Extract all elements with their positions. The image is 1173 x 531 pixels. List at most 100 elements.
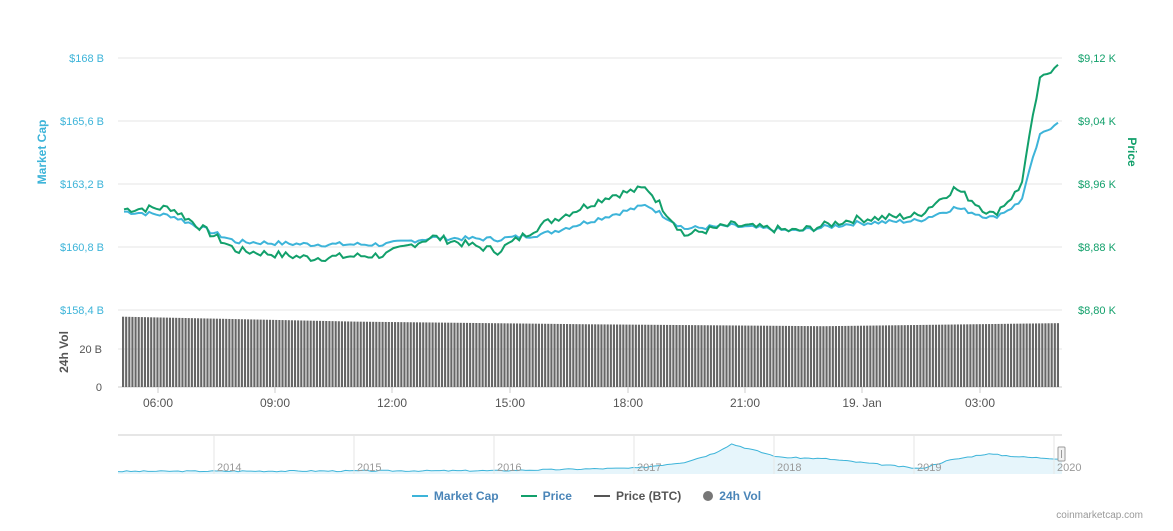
volume-bar	[556, 323, 559, 387]
volume-bar	[956, 324, 959, 387]
volume-bar	[1028, 323, 1031, 387]
volume-bar	[159, 317, 162, 387]
volume-bar	[262, 319, 265, 387]
volume-bar	[337, 321, 340, 387]
volume-bar	[522, 323, 525, 387]
volume-bar	[653, 324, 656, 387]
volume-bar	[415, 322, 419, 387]
volume-bar	[190, 318, 193, 387]
price-line	[123, 64, 1059, 263]
volume-bar	[822, 326, 825, 387]
volume-bar	[293, 320, 297, 387]
right-axis-ticks: $9,12 K $9,04 K $8,96 K $8,88 K $8,80 K	[1078, 53, 1117, 317]
volume-bar	[628, 324, 631, 387]
axis-title-price: Price	[1125, 137, 1139, 167]
volume-bar	[800, 326, 803, 387]
volume-bar	[731, 325, 734, 387]
volume-bar	[662, 324, 666, 387]
volume-bar	[409, 322, 412, 387]
volume-bar	[537, 323, 540, 387]
volume-bar	[1041, 323, 1044, 387]
volume-bar	[381, 321, 384, 387]
market-cap-swatch	[411, 495, 428, 497]
volume-bar	[891, 325, 894, 387]
volume-bar	[953, 324, 956, 387]
volume-bar	[290, 320, 293, 387]
volume-bar	[390, 322, 394, 387]
volume-bar	[268, 319, 272, 387]
legend-label: Price (BTC)	[615, 489, 682, 503]
volume-bar	[925, 324, 928, 387]
volume-bar	[515, 323, 519, 387]
volume-bar	[531, 323, 534, 387]
credit[interactable]: coinmarketcap.com	[1056, 510, 1143, 521]
navigator[interactable]: 2014 2015 2016 2017 2018 2019 2020	[117, 434, 1081, 474]
volume-bar	[125, 316, 128, 387]
tick-label: 0	[96, 382, 102, 394]
volume-bar	[284, 320, 287, 387]
volume-bar	[365, 321, 369, 387]
volume-bar	[559, 323, 562, 387]
volume-bar	[681, 325, 684, 387]
volume-bar	[872, 325, 875, 387]
volume-bar	[122, 316, 125, 387]
x-tick-label: 21:00	[730, 396, 760, 410]
volume-bar	[425, 322, 428, 387]
volume-bar	[625, 324, 628, 387]
legend-item-market-cap[interactable]: Market Cap	[411, 489, 499, 503]
navigator-year-label: 2015	[357, 462, 381, 474]
volume-bar	[734, 325, 737, 387]
volume-bar	[225, 318, 228, 387]
volume-bar	[300, 320, 303, 387]
volume-bar	[831, 326, 834, 387]
tick-label: $8,96 K	[1078, 179, 1117, 191]
volume-bar	[140, 317, 143, 387]
volume-bar	[894, 325, 897, 387]
volume-bar	[378, 321, 381, 387]
navigator-year-label: 2016	[497, 462, 521, 474]
tick-label: $9,04 K	[1078, 116, 1117, 128]
volume-bar	[797, 325, 800, 387]
tick-label: $8,88 K	[1078, 242, 1117, 254]
volume-bar	[772, 325, 775, 387]
volume-bar	[353, 321, 356, 387]
volume-bar	[1003, 323, 1006, 387]
legend-item-24h-vol[interactable]: 24h Vol	[703, 489, 761, 503]
volume-bar	[203, 318, 206, 387]
volume-bar	[603, 324, 606, 387]
volume-bar	[475, 323, 478, 387]
volume-bar	[128, 316, 131, 387]
volume-bar	[587, 324, 590, 387]
volume-bar	[747, 325, 750, 387]
volume-bar	[591, 324, 594, 387]
volume-bar	[387, 322, 390, 387]
volume-bar	[666, 324, 669, 387]
volume-bar	[622, 324, 625, 387]
volume-bar	[343, 321, 347, 387]
volume-bar	[881, 325, 884, 387]
volume-bar	[950, 324, 953, 387]
volume-bar	[900, 325, 903, 387]
volume-bar	[825, 326, 828, 387]
volume-bar	[281, 320, 284, 387]
volume-bar	[784, 325, 787, 387]
volume-bar	[981, 324, 984, 387]
volume-bar	[581, 324, 584, 387]
volume-bar	[884, 325, 888, 387]
volume-bar	[422, 322, 425, 387]
legend-item-price[interactable]: Price	[520, 489, 572, 503]
volume-bar	[778, 325, 781, 387]
volume-bar	[481, 323, 484, 387]
volume-bar	[984, 324, 988, 387]
navigator-year-label: 2017	[637, 462, 661, 474]
legend-item-price-btc[interactable]: Price (BTC)	[593, 489, 682, 503]
volume-bar	[703, 325, 706, 387]
tick-label: $160,8 B	[60, 242, 104, 254]
volume-bar	[978, 324, 981, 387]
volume-bar	[675, 324, 678, 387]
volume-bar	[712, 325, 716, 387]
navigator-year-label: 2018	[777, 462, 801, 474]
volume-bar	[931, 324, 934, 387]
volume-bar	[178, 317, 181, 387]
volume-bar	[456, 322, 459, 387]
